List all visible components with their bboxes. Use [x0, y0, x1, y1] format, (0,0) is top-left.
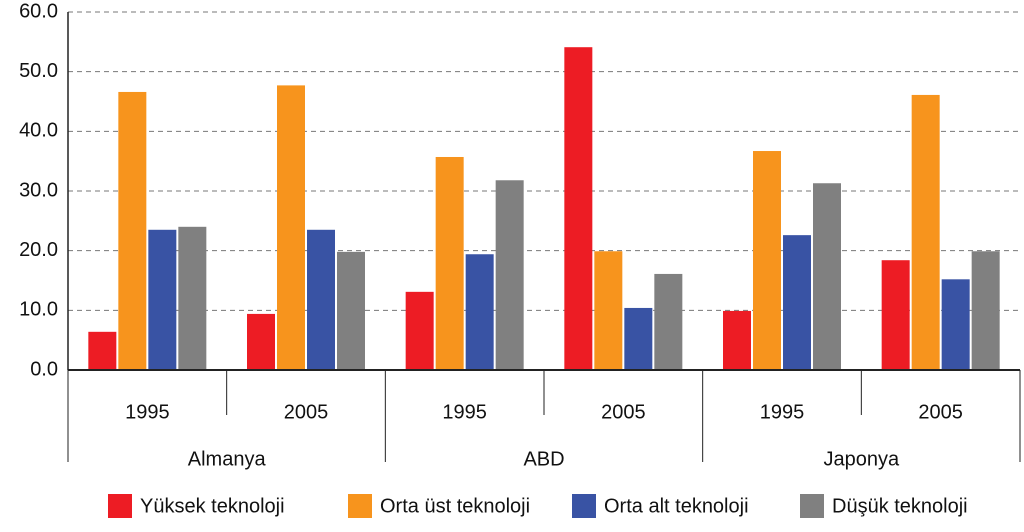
legend-swatch: [800, 494, 824, 518]
x-tick-label: 2005: [601, 401, 646, 423]
bar: [594, 251, 623, 370]
x-tick-label: 1995: [125, 401, 170, 423]
bar: [337, 251, 365, 370]
legend-label: Orta alt teknoloji: [604, 495, 749, 517]
bar: [783, 235, 811, 370]
bar: [624, 307, 653, 370]
group-label: ABD: [523, 448, 564, 470]
legend-swatch: [572, 494, 596, 518]
bar: [941, 279, 970, 370]
bar: [495, 180, 524, 370]
bar: [148, 229, 177, 370]
bar: [247, 313, 275, 370]
bar: [118, 91, 147, 370]
bar: [178, 226, 207, 370]
x-tick-label: 1995: [442, 401, 487, 423]
y-tick-label: 50.0: [19, 60, 58, 82]
x-tick-label: 2005: [918, 401, 963, 423]
bar: [654, 273, 683, 370]
bar: [881, 260, 910, 370]
bar: [307, 229, 335, 370]
bar: [277, 85, 305, 370]
bar: [753, 151, 781, 370]
bar: [405, 291, 434, 370]
bar: [971, 251, 1000, 370]
y-tick-label: 30.0: [19, 179, 58, 201]
legend-label: Düşük teknoloji: [832, 495, 968, 517]
legend-label: Yüksek teknoloji: [140, 495, 285, 517]
y-tick-label: 10.0: [19, 299, 58, 321]
x-tick-label: 1995: [760, 401, 805, 423]
legend-swatch: [108, 494, 132, 518]
bar: [564, 47, 593, 370]
bar: [911, 94, 940, 370]
legend-swatch: [348, 494, 372, 518]
bar: [813, 183, 841, 370]
group-label: Almanya: [188, 448, 267, 470]
bar: [88, 331, 117, 370]
bar: [465, 254, 494, 370]
y-tick-label: 20.0: [19, 239, 58, 261]
y-tick-label: 40.0: [19, 120, 58, 142]
bar: [723, 310, 751, 370]
x-tick-label: 2005: [284, 401, 329, 423]
group-label: Japonya: [824, 448, 900, 470]
y-tick-label: 0.0: [30, 358, 58, 380]
legend-label: Orta üst teknoloji: [380, 495, 530, 517]
y-tick-label: 60.0: [19, 0, 58, 22]
bar: [435, 156, 464, 370]
